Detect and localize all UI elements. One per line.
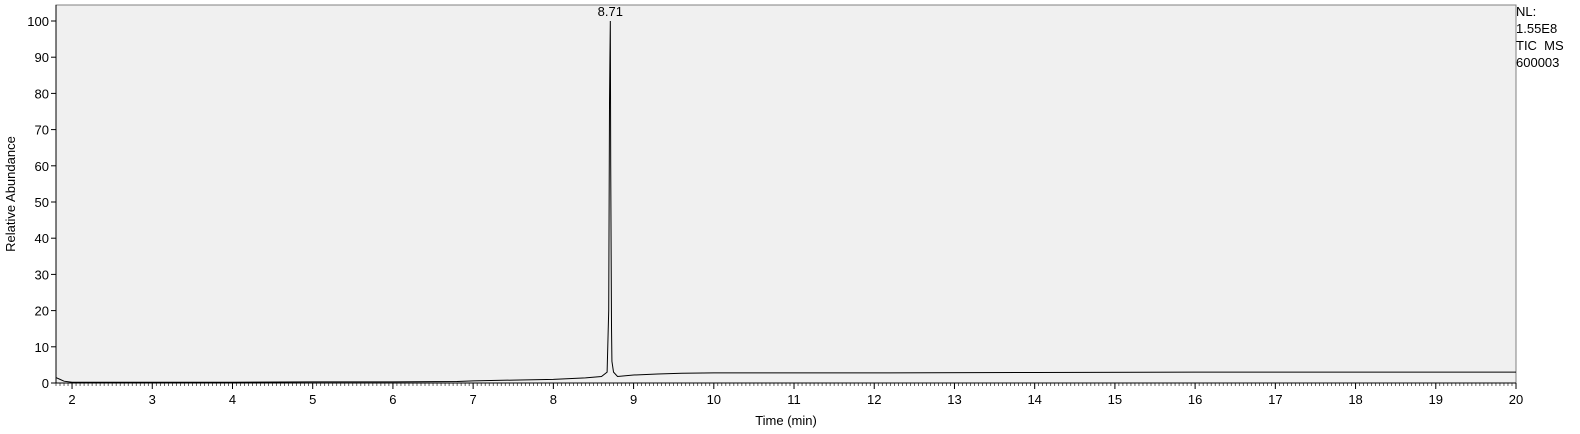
info-line: NL: [1516,4,1536,19]
y-axis-title: Relative Abundance [3,136,18,252]
x-tick-label: 12 [867,392,881,407]
y-axis-ticks: 0 10 20 30 40 50 60 70 80 90 100 [27,14,56,391]
y-tick-label: 90 [35,50,49,65]
x-tick-label: 20 [1509,392,1523,407]
plot-area [55,4,1517,384]
x-tick-label: 4 [229,392,236,407]
x-tick-label: 18 [1348,392,1362,407]
y-tick-label: 30 [35,267,49,282]
x-tick-label: 17 [1268,392,1282,407]
y-tick-label: 70 [35,123,49,138]
x-axis-ticks: 2 3 4 5 6 7 8 9 10 11 12 13 14 15 16 17 18 19 20 [68,383,1523,407]
x-tick-label: 10 [707,392,721,407]
x-tick-label: 15 [1108,392,1122,407]
series-line [55,20,1516,383]
x-tick-label: 3 [149,392,156,407]
x-tick-label: 11 [787,392,801,407]
y-tick-label: 20 [35,304,49,319]
y-tick-label: 50 [35,195,49,210]
normalization-info: NL: 1.55E8 TIC MS 600003 [1516,4,1564,70]
x-minor-tick-marks [55,383,1517,386]
info-line: 1.55E8 [1516,21,1557,36]
y-tick-label: 10 [35,340,49,355]
x-tick-label: 14 [1027,392,1041,407]
info-line: TIC MS [1516,38,1564,53]
x-tick-label: 5 [309,392,316,407]
x-tick-label: 16 [1188,392,1202,407]
peak-label: 8.71 [598,4,623,19]
info-line: 600003 [1516,55,1559,70]
x-tick-label: 19 [1429,392,1443,407]
y-tick-label: 40 [35,231,49,246]
x-axis-title: Time (min) [755,413,817,428]
x-tick-label: 7 [470,392,477,407]
y-tick-label: 80 [35,86,49,101]
x-tick-label: 2 [68,392,75,407]
y-tick-label: 60 [35,159,49,174]
y-tick-label: 0 [42,376,49,391]
x-tick-label: 6 [389,392,396,407]
x-tick-label: 9 [630,392,637,407]
x-tick-label: 13 [947,392,961,407]
x-tick-label: 8 [550,392,557,407]
y-tick-label: 100 [27,14,49,29]
x-axis-minor-ticks [55,383,1517,386]
